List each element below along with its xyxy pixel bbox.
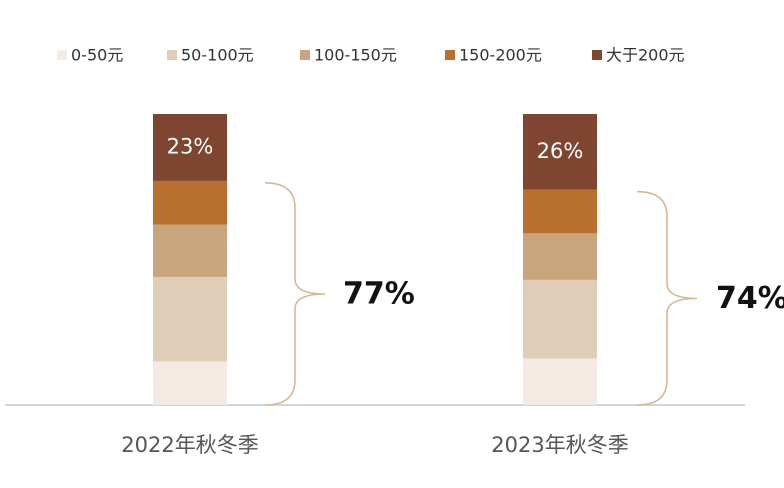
bar-segment — [523, 358, 597, 405]
bar-segment — [153, 180, 227, 225]
bar-segment — [153, 224, 227, 277]
brace — [264, 182, 326, 406]
legend-label: 100-150元 — [314, 46, 397, 65]
legend-label: 50-100元 — [181, 46, 254, 65]
legend-label: 0-50元 — [71, 46, 123, 65]
legend-swatch — [57, 50, 67, 60]
bar-segment — [153, 361, 227, 405]
x-tick-label: 2022年秋冬季 — [121, 433, 258, 457]
legend-swatch — [167, 50, 177, 60]
legend-swatch — [592, 50, 602, 60]
brace — [636, 190, 698, 406]
legend-label: 150-200元 — [459, 46, 542, 65]
bar-segment — [523, 189, 597, 234]
brace-label: 74% — [716, 281, 784, 316]
brace-label: 77% — [343, 276, 415, 311]
value-label: 23% — [167, 134, 214, 158]
bar-segment — [523, 279, 597, 359]
bar-segment — [523, 114, 597, 190]
legend-swatch — [445, 50, 455, 60]
legend-label: 大于200元 — [606, 46, 685, 65]
bar-segment — [153, 114, 227, 181]
legend-swatch — [300, 50, 310, 60]
x-tick-label: 2023年秋冬季 — [491, 433, 628, 457]
bar-segment — [523, 233, 597, 280]
value-label: 26% — [537, 139, 584, 163]
bar-segment — [153, 276, 227, 362]
